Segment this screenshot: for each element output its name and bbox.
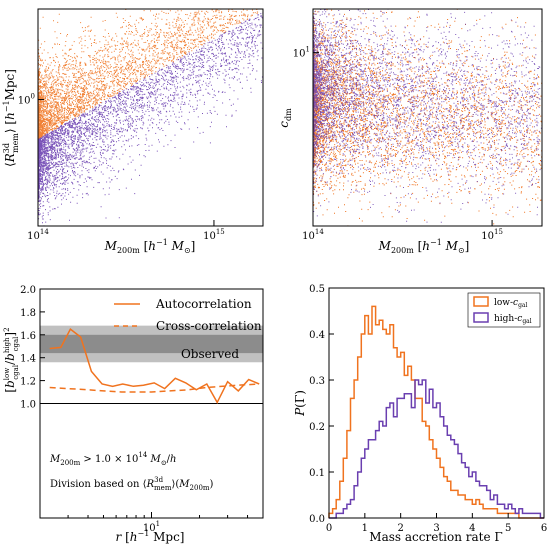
panel-bias-ratio: 1.0 1.2 1.4 1.6 1.8 2.0 101 Autocorrelation Cr… (3, 285, 264, 544)
y-tick-label: 101 (293, 46, 310, 60)
legend: low-cgal high-cgal (467, 292, 541, 328)
scatter-series-orange (38, 9, 263, 139)
x-tick-label: 3 (433, 523, 439, 534)
line-cross-correlation (49, 383, 260, 393)
y-axis-label: cdm (277, 108, 293, 128)
y-tick-label: 0.3 (309, 376, 325, 387)
x-tick-label: 101 (143, 520, 160, 534)
x-tick-label: 4 (469, 523, 475, 534)
scatter-series-purple (38, 12, 263, 226)
annotation-mass-cut: M200m > 1.0 × 1014 M⊙/h (49, 451, 176, 467)
legend-label-autocorrelation: Autocorrelation (155, 297, 252, 311)
y-tick-label: 0.0 (309, 514, 325, 525)
y-tick-label: 1.2 (20, 377, 36, 388)
y-tick-label: 0.2 (309, 422, 325, 433)
y-axis-label: ⟨R3dmem⟩ [h−1Mpc] (2, 69, 20, 167)
y-tick-label: 1.4 (20, 354, 36, 365)
annotation-division: Division based on ⟨R3d mem⟩(M200m) (50, 476, 214, 492)
observed-band-inner (40, 334, 263, 354)
panel-size-vs-mass: 1014 1015 100 M200m [h−1 M⊙] ⟨R3dmem⟩ [h−1… (2, 8, 264, 255)
line-autocorrelation (49, 327, 260, 404)
histogram-purple (329, 379, 544, 519)
plot-frame (37, 8, 264, 227)
panel-accretion-histogram: 0 1 2 3 4 5 6 0.0 0.1 0.2 0.3 0.4 0.5 low-cgal high-… (293, 284, 547, 544)
y-tick-label: 0.1 (309, 468, 325, 479)
y-tick-label: 1.8 (20, 308, 36, 319)
x-tick-label: 6 (541, 523, 547, 534)
y-tick-label: 0.4 (309, 330, 325, 341)
y-tick-label: 2.0 (20, 285, 36, 296)
y-tick-label: 1.0 (20, 400, 36, 411)
x-tick-label: 5 (505, 523, 511, 534)
x-tick-label: 1014 (27, 228, 49, 242)
y-tick-label: 100 (18, 93, 35, 107)
legend-label-high-cgal: high-cgal (494, 314, 532, 325)
x-axis-label: M200m [h−1 M⊙] (104, 238, 196, 255)
legend-swatch-low (473, 296, 489, 307)
x-axis-label: Mass accretion rate Γ (369, 530, 502, 544)
y-axis-label: [blowcgal/bhighcgal]2 (3, 327, 20, 392)
band-label-observed: Observed (181, 347, 239, 361)
x-tick-label: 1015 (203, 228, 225, 242)
x-axis-label: r [h−1 Mpc] (116, 529, 185, 544)
panel-concentration-vs-mass: 1014 1015 101 M200m [h−1 M⊙] cdm (277, 8, 543, 255)
plot-frame (312, 8, 543, 227)
x-tick-label: 1015 (481, 228, 503, 242)
legend-swatch-high (473, 312, 489, 323)
legend: Autocorrelation Cross-correlation (114, 297, 262, 333)
x-tick-label: 1 (362, 523, 368, 534)
x-tick-label: 0 (326, 523, 332, 534)
scatter-points (38, 9, 263, 226)
scatter-series-purple (313, 9, 542, 223)
x-axis-label: M200m [h−1 M⊙] (378, 238, 470, 255)
legend-label-cross-correlation: Cross-correlation (156, 319, 262, 333)
x-tick-label: 2 (397, 523, 403, 534)
y-tick-label: 0.5 (309, 284, 325, 295)
x-tick-label: 1014 (302, 228, 324, 242)
histogram-orange (328, 305, 544, 519)
y-axis-label: P(Γ) (293, 390, 307, 417)
legend-label-low-cgal: low-cgal (494, 298, 528, 309)
y-tick-label: 1.6 (20, 331, 36, 342)
